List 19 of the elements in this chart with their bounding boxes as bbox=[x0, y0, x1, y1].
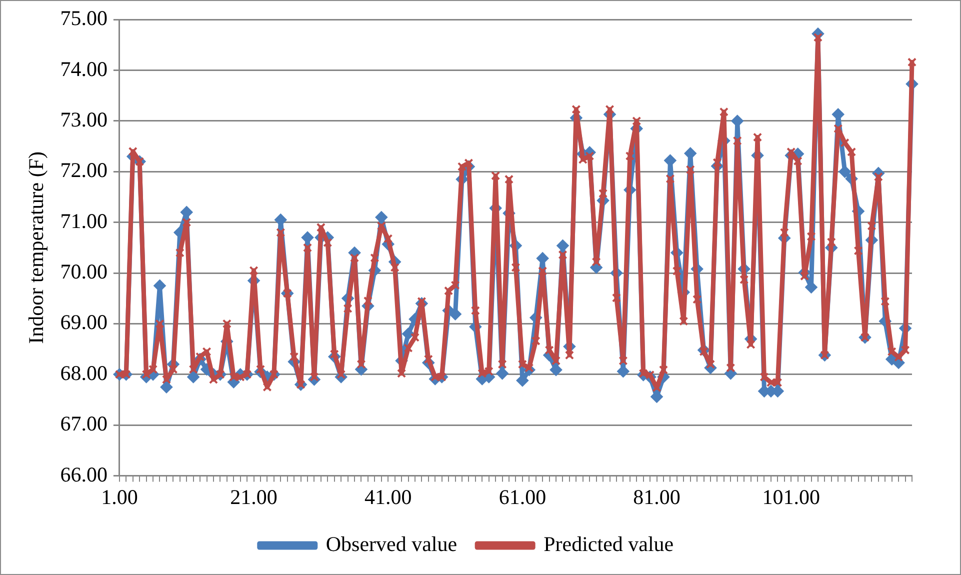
y-tick-label: 66.00 bbox=[60, 462, 108, 486]
y-tick-label: 71.00 bbox=[60, 208, 108, 233]
y-tick-label: 72.00 bbox=[60, 158, 108, 182]
y-tick-label: 70.00 bbox=[60, 260, 108, 284]
y-tick-label: 74.00 bbox=[60, 56, 108, 81]
x-tick-label: 21.00 bbox=[230, 484, 278, 509]
x-tick-label: 101.00 bbox=[762, 484, 820, 509]
y-tick-label: 73.00 bbox=[60, 107, 108, 132]
y-tick-label: 68.00 bbox=[60, 360, 108, 385]
x-tick-label: 61.00 bbox=[498, 484, 546, 509]
legend-label: Predicted value bbox=[544, 532, 674, 556]
x-tick-label: 81.00 bbox=[633, 484, 680, 509]
y-axis-title: Indoor temperature (F) bbox=[24, 151, 48, 344]
legend-label: Observed value bbox=[326, 532, 458, 556]
x-tick-label: 1.00 bbox=[101, 484, 138, 509]
y-tick-label: 67.00 bbox=[60, 412, 108, 436]
y-tick-label: 69.00 bbox=[60, 310, 108, 334]
y-tick-label: 75.00 bbox=[60, 6, 108, 30]
x-tick-label: 41.00 bbox=[364, 484, 412, 509]
